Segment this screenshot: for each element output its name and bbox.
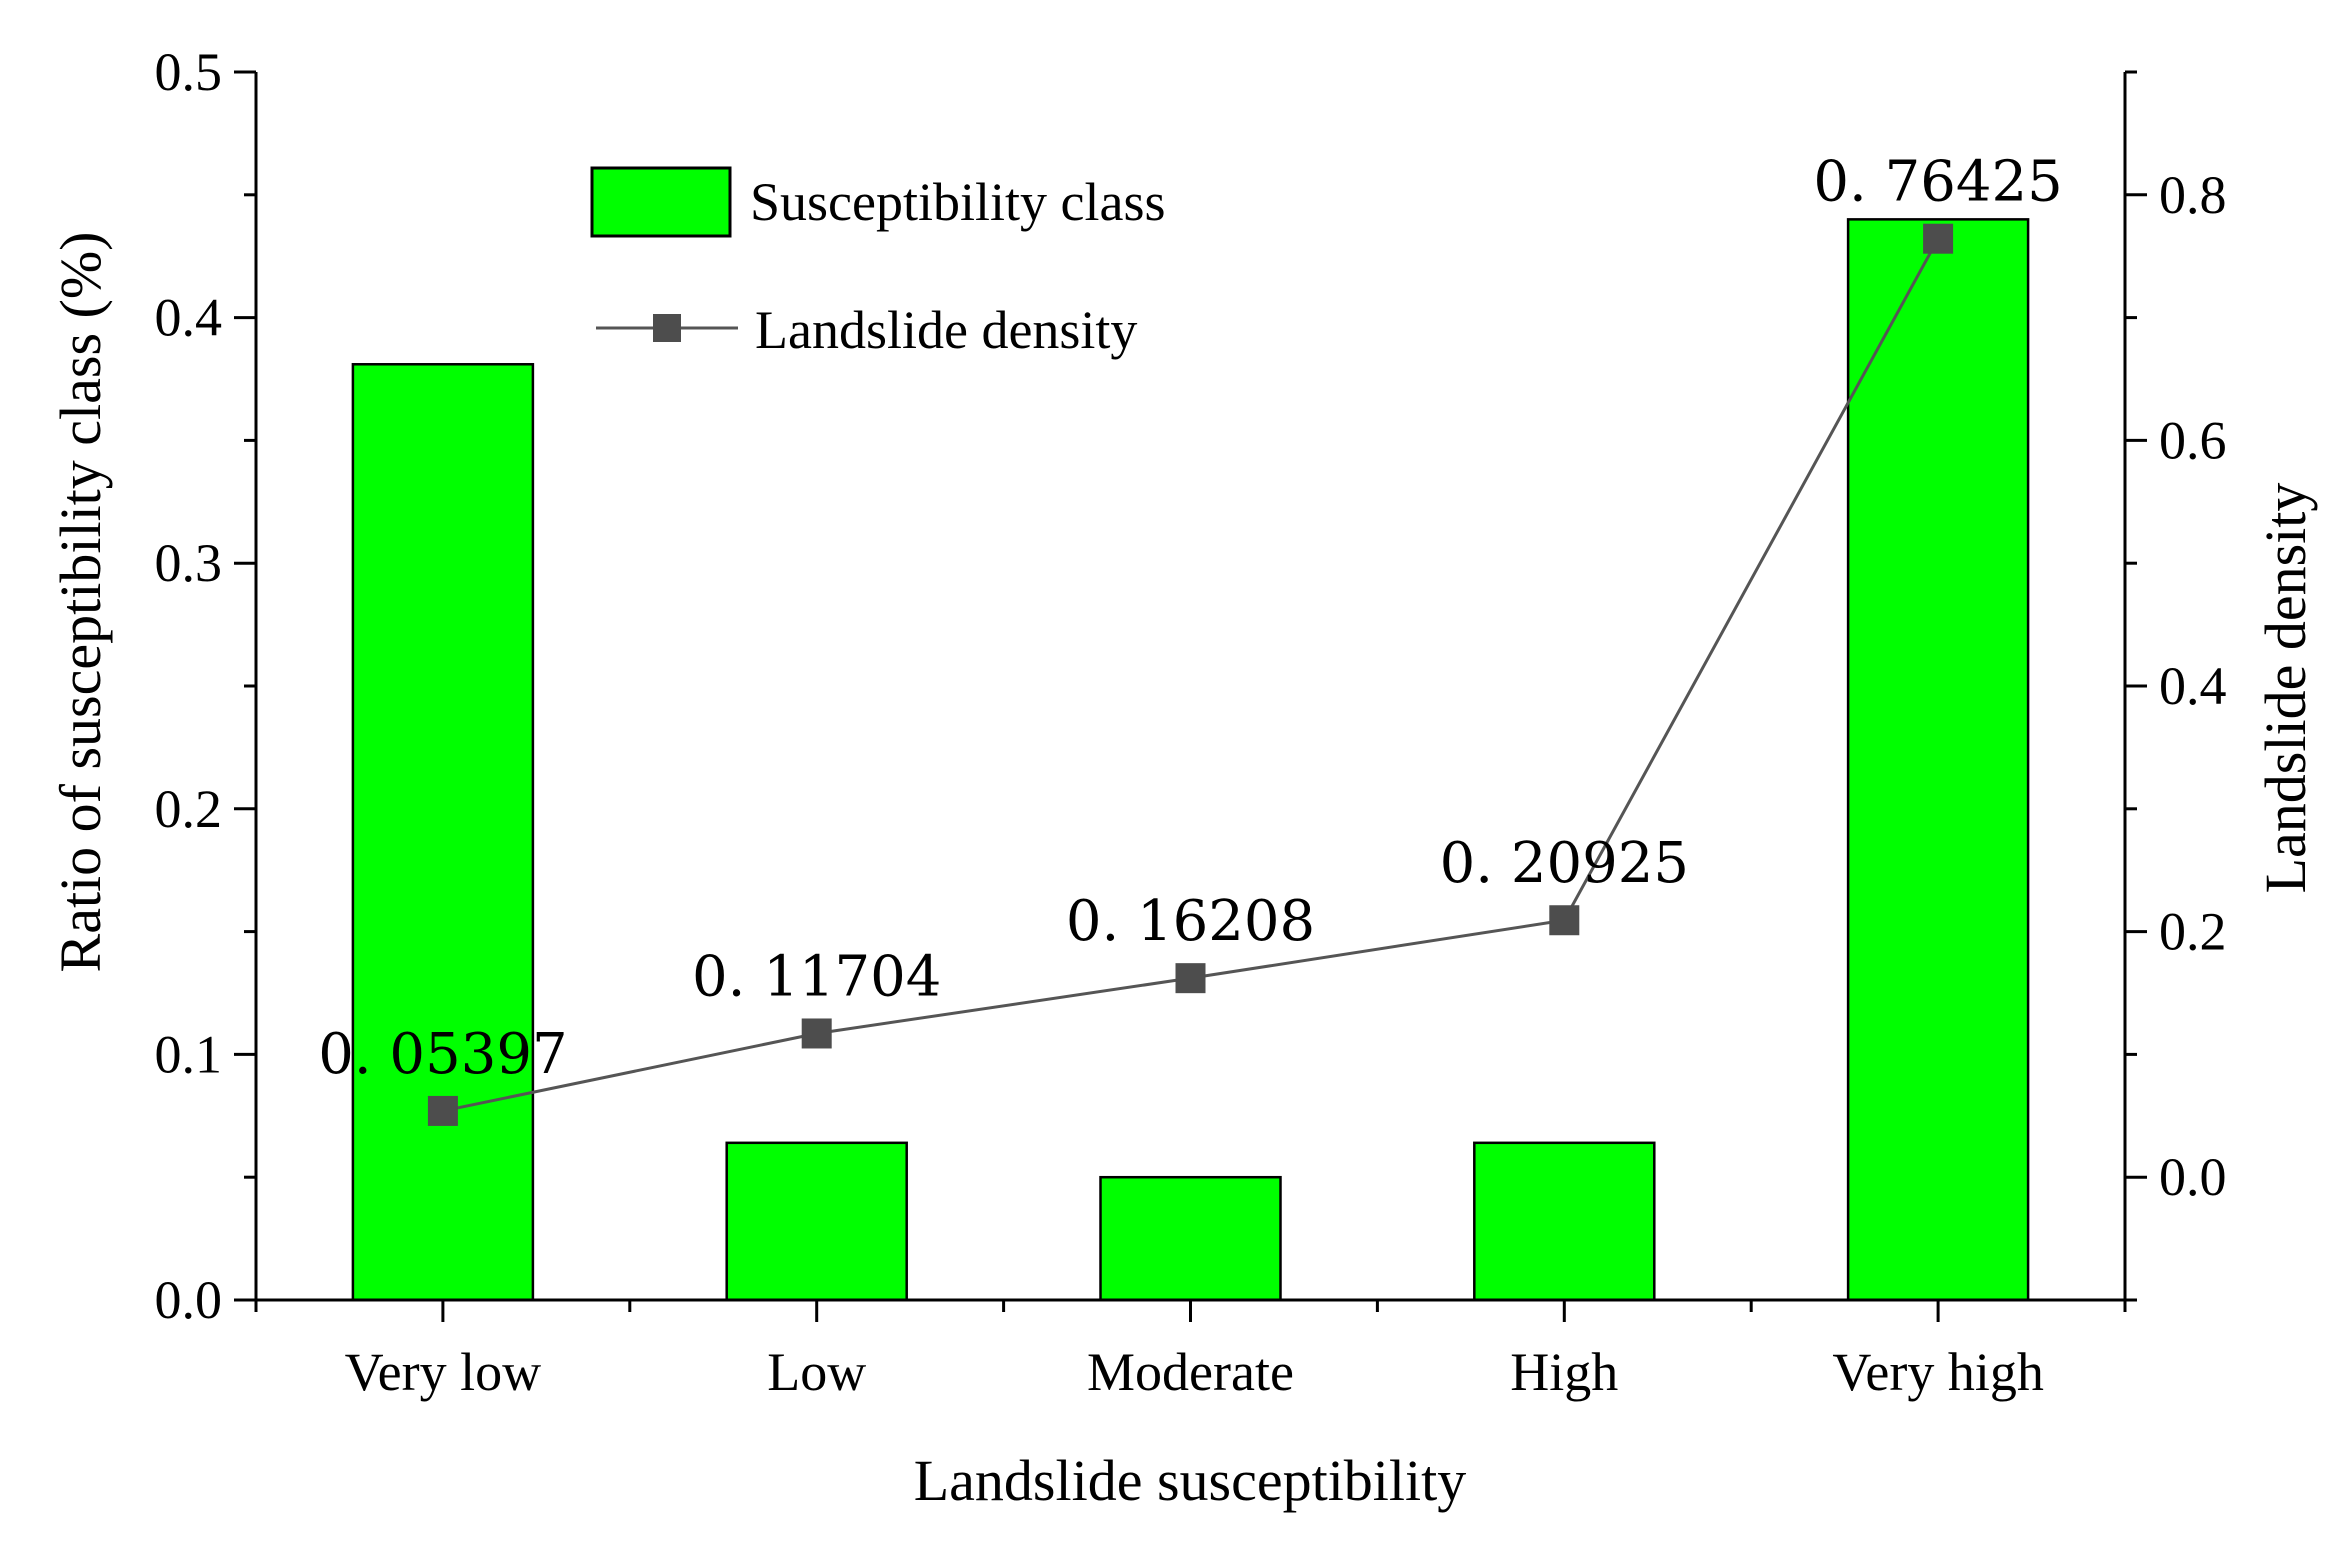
x-axis-title: Landslide susceptibility	[914, 1448, 1467, 1513]
density-point-1	[801, 1018, 832, 1049]
data-labels-layer: 0. 05397 0. 11704 0. 16208 0. 20925 0. 76425	[318, 150, 2063, 1087]
density-point-3	[1549, 905, 1580, 936]
legend: Susceptibility class Landslide density	[590, 166, 1165, 360]
density-label-1: 0. 11704	[692, 944, 941, 1009]
x-tick-label-3: High	[1510, 1342, 1618, 1402]
y-tick-label-4: 0.4	[155, 288, 223, 348]
legend-bar-swatch	[590, 166, 732, 238]
y2-tick-label-4: 0.8	[2159, 165, 2227, 225]
bars-layer	[351, 218, 2030, 1302]
bar-2	[1099, 1175, 1282, 1302]
y2-tick-label-3: 0.6	[2159, 410, 2227, 470]
x-tick-label-2: Moderate	[1087, 1342, 1294, 1402]
y2-tick-label-0: 0.0	[2159, 1147, 2227, 1207]
legend-bar-label: Susceptibility class	[750, 172, 1165, 232]
legend-line-label: Landslide density	[755, 300, 1137, 360]
y-axis-title: Ratio of susceptibility class (%)	[48, 232, 113, 973]
y-tick-label-2: 0.2	[155, 779, 223, 839]
y-tick-label-5: 0.5	[155, 42, 223, 102]
y-tick-label-3: 0.3	[155, 533, 223, 593]
y2-axis-title: Landslide density	[2253, 483, 2318, 894]
x-tick-label-1: Low	[767, 1342, 866, 1402]
y-tick-label-0: 0.0	[155, 1270, 223, 1330]
axes-layer: 0.0 0.1 0.2 0.3 0.4 0.5 0.0 0.2 0.4 0.6 0.8 Very lo…	[155, 42, 2227, 1402]
bar-4	[1846, 218, 2030, 1302]
bar-3	[1473, 1141, 1656, 1302]
y2-tick-label-2: 0.4	[2159, 656, 2227, 716]
density-point-0	[427, 1095, 458, 1126]
density-label-4: 0. 76425	[1813, 150, 2062, 215]
x-tick-label-0: Very low	[345, 1342, 541, 1402]
density-label-3: 0. 20925	[1440, 831, 1689, 896]
y2-tick-label-1: 0.2	[2159, 902, 2227, 962]
legend-line-marker	[653, 314, 681, 342]
density-point-4	[1923, 223, 1954, 254]
y-tick-label-1: 0.1	[155, 1024, 223, 1084]
density-label-2: 0. 16208	[1066, 889, 1315, 954]
density-line-layer	[427, 223, 1954, 1126]
bar-1	[725, 1141, 908, 1302]
density-point-2	[1175, 963, 1206, 994]
bar-0	[351, 363, 535, 1302]
x-tick-label-4: Very high	[1832, 1342, 2043, 1402]
density-label-0: 0. 05397	[318, 1022, 567, 1087]
